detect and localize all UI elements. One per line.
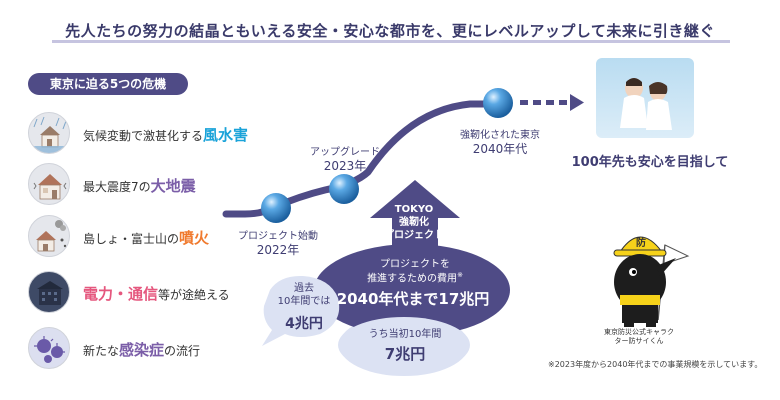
crisis-item-blackout: 電力・通信等が途絶える (28, 271, 288, 315)
crisis-text-before: 気候変動で激甚化する (83, 129, 204, 143)
svg-text:防: 防 (636, 236, 646, 249)
milestone-sphere-2023 (329, 174, 359, 204)
initial-cost-bubble-front (338, 317, 470, 373)
crisis-text: 新たな感染症の流行 (83, 339, 200, 360)
crisis-item-volcano: 島しょ・富士山の噴火 (28, 215, 288, 259)
milestone-upgrade-label: アップグレード (310, 147, 380, 158)
crisis-text-before: 島しょ・富士山の (83, 232, 180, 246)
future-caption: 100年先も安心を目指して (571, 155, 729, 170)
initial-cost-amount: 7兆円 (384, 345, 426, 363)
mascot-caption: 東京防災公式キャラク ター防サイくん (596, 328, 682, 346)
children-photo (596, 58, 694, 138)
milestone-label-upgrade: アップグレード 2023年 (300, 146, 390, 175)
volcano-house-icon (28, 215, 70, 257)
crisis-item-virus: 新たな感染症の流行 (28, 327, 288, 371)
blackout-building-icon (28, 271, 70, 313)
project-arrow (370, 180, 460, 252)
earthquake-house-icon (28, 163, 70, 205)
past-cost-label-line1: 過去 (294, 283, 314, 294)
crisis-text: 電力・通信等が途絶える (83, 283, 230, 304)
crisis-text: 島しょ・富士山の噴火 (83, 227, 209, 248)
mascot: 防 (613, 236, 690, 327)
crisis-item-earthquake: 最大震度7の大地震 (28, 163, 288, 207)
headline-rule (52, 40, 730, 43)
total-cost-bubble (314, 244, 510, 336)
virus-icon (28, 327, 70, 369)
dotted-arrow (520, 94, 584, 111)
cost-title-mark: ※ (457, 271, 463, 279)
crisis-highlight: 感染症 (119, 341, 165, 359)
crisis-text-before: 新たな (83, 344, 120, 358)
crisis-item-flood: 気候変動で激甚化する風水害 (28, 112, 288, 156)
flood-house-icon (28, 112, 70, 154)
crisis-heading: 東京に迫る5つの危機 (28, 73, 188, 95)
total-cost: 2040年代まで17兆円 (336, 290, 490, 308)
cost-title: プロジェクトを 推進するための費用※ (340, 258, 490, 285)
crisis-highlight: 噴火 (179, 229, 210, 247)
project-arrow-line1: TOKYO (394, 204, 434, 215)
headline: 先人たちの努力の結晶ともいえる安全・安心な都市を、更にレベルアップして未来に引き… (65, 22, 715, 40)
cost-title-line1: プロジェクトを (380, 259, 450, 270)
milestone-sphere-2022 (261, 193, 291, 223)
milestone-start-year: 2022年 (256, 243, 300, 257)
past-cost-label-line2: 10年間では (277, 295, 331, 307)
milestone-resilient-year: 2040年代 (472, 142, 528, 156)
milestone-upgrade-year: 2023年 (323, 159, 367, 173)
project-arrow-label: TOKYO 強靭化 プロジェクト (374, 203, 454, 242)
footnote: ※2023年度から2040年代までの事業規模を示しています。 (548, 360, 763, 369)
crisis-text-after: の流行 (164, 344, 201, 358)
mascot-caption-line2: ター防サイくん (614, 337, 664, 346)
cost-title-line2: 推進するための費用 (367, 273, 458, 285)
project-arrow-line2: 強靭化 (399, 217, 429, 228)
milestone-resilient-label: 強靭化された東京 (460, 130, 540, 141)
mascot-caption-line1: 東京防災公式キャラク (604, 328, 674, 336)
past-cost-bubble (262, 275, 340, 346)
crisis-text: 気候変動で激甚化する風水害 (83, 124, 248, 145)
milestone-start-label: プロジェクト始動 (238, 231, 318, 242)
milestone-label-resilient: 強靭化された東京 2040年代 (454, 129, 546, 158)
crisis-highlight: 大地震 (150, 177, 196, 195)
crisis-text: 最大震度7の大地震 (83, 175, 196, 196)
crisis-text-before: 最大震度7の (83, 180, 151, 194)
initial-cost-label: うち当初10年間 (368, 329, 442, 340)
milestone-sphere-2040 (483, 88, 513, 118)
past-cost-amount: 4兆円 (285, 316, 323, 332)
crisis-text-after: 等が途絶える (158, 288, 230, 302)
past-cost-label: 過去 10年間では (274, 283, 334, 308)
milestone-label-start: プロジェクト始動 2022年 (230, 230, 326, 259)
project-arrow-line3: プロジェクト (384, 230, 444, 241)
crisis-highlight: 風水害 (203, 126, 249, 144)
crisis-highlight: 電力・通信 (83, 285, 159, 303)
